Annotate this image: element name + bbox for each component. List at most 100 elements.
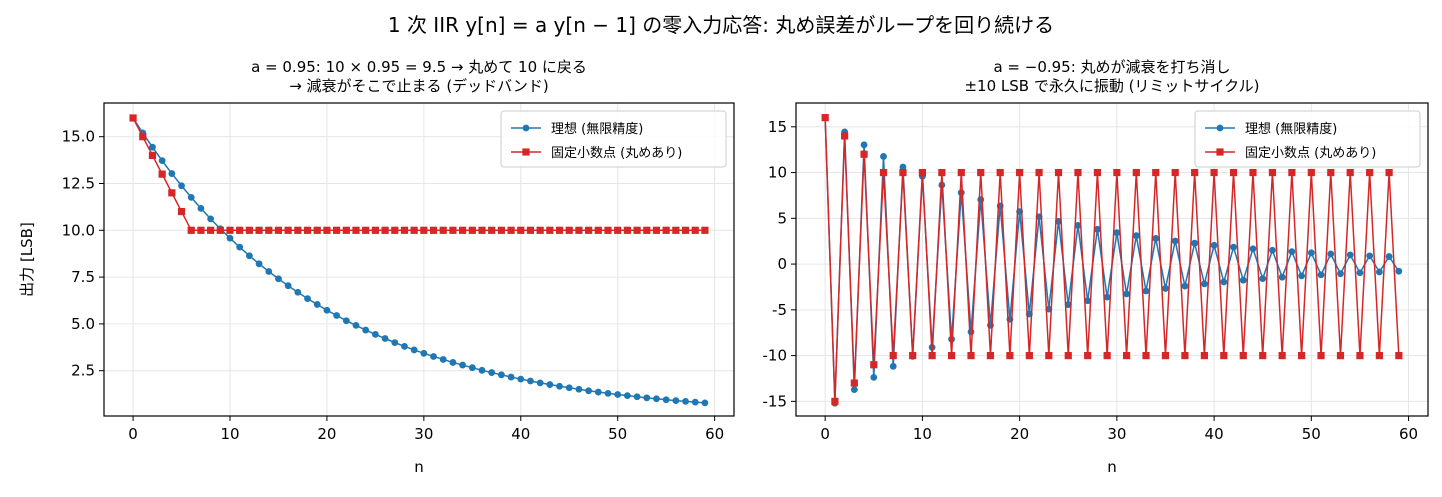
data-point-ideal bbox=[1307, 249, 1315, 257]
data-point-fixed-point bbox=[526, 226, 535, 234]
data-point-ideal bbox=[1327, 250, 1335, 258]
panel-title-line: a = 0.95: 10 × 0.95 = 9.5 → 丸めて 10 に戻る bbox=[251, 58, 587, 76]
data-point-fixed-point bbox=[1064, 351, 1072, 360]
y-axis-label: 出力 [LSB] bbox=[18, 222, 36, 297]
data-point-ideal bbox=[381, 335, 389, 342]
data-point-fixed-point bbox=[977, 168, 985, 177]
left-panel-ideal-vs-fixed-a-positive: 0 10 20 30 40 50 60 2.5 5.0 7.5 10.0 12.5 15.0 n 出力 [L… bbox=[18, 58, 735, 476]
data-point-fixed-point bbox=[507, 226, 515, 234]
data-point-fixed-point bbox=[197, 226, 205, 234]
legend-marker-fixed-point bbox=[1216, 148, 1224, 156]
data-point-ideal bbox=[304, 295, 311, 303]
y-tick-label: 5.0 bbox=[71, 315, 95, 333]
data-point-fixed-point bbox=[879, 168, 888, 177]
data-point-ideal bbox=[255, 260, 263, 268]
data-point-ideal bbox=[284, 282, 292, 290]
data-point-ideal bbox=[478, 366, 486, 374]
data-point-fixed-point bbox=[604, 226, 612, 234]
data-point-fixed-point bbox=[1025, 351, 1033, 360]
data-point-fixed-point bbox=[391, 226, 399, 234]
series-line-fixed-point bbox=[824, 117, 1400, 402]
y-tick-label: 15 bbox=[768, 118, 787, 136]
y-tick-label: 10 bbox=[768, 164, 787, 182]
data-point-fixed-point bbox=[614, 226, 622, 234]
y-tick-label: 15.0 bbox=[62, 128, 95, 146]
data-point-ideal bbox=[333, 312, 341, 319]
data-point-fixed-point bbox=[850, 379, 858, 387]
x-tick-label: 50 bbox=[1302, 425, 1321, 443]
data-point-ideal bbox=[1152, 235, 1160, 242]
data-point-ideal bbox=[1278, 273, 1286, 281]
right-panel-ideal-vs-fixed-a-negative: 0 10 20 30 40 50 60 -15 -10 -5 0 5 10 15 n a = −0.95: 丸… bbox=[763, 58, 1429, 476]
legend-label-ideal: 理想 (無限精度) bbox=[1245, 121, 1337, 137]
data-point-fixed-point bbox=[1054, 168, 1063, 177]
data-point-ideal bbox=[967, 328, 975, 336]
data-point-fixed-point bbox=[148, 151, 157, 160]
y-tick-label: -5 bbox=[772, 301, 787, 319]
data-point-fixed-point bbox=[284, 226, 292, 234]
x-tick-label: 30 bbox=[414, 425, 433, 443]
data-point-ideal bbox=[682, 397, 689, 405]
data-point-fixed-point bbox=[294, 226, 302, 234]
data-point-fixed-point bbox=[1142, 351, 1150, 360]
data-point-ideal bbox=[187, 193, 195, 201]
data-point-fixed-point bbox=[1152, 168, 1160, 177]
data-point-fixed-point bbox=[691, 226, 699, 234]
data-point-fixed-point bbox=[1161, 351, 1170, 360]
data-point-fixed-point bbox=[996, 168, 1004, 177]
y-tick-label: -15 bbox=[763, 392, 788, 410]
data-point-ideal bbox=[236, 243, 244, 251]
data-point-fixed-point bbox=[1336, 351, 1345, 360]
x-tick-label: 30 bbox=[1107, 425, 1126, 443]
data-point-ideal bbox=[342, 317, 350, 325]
legend-marker-ideal bbox=[522, 124, 530, 132]
data-point-fixed-point bbox=[909, 351, 917, 360]
data-point-ideal bbox=[614, 391, 622, 398]
data-point-ideal bbox=[1288, 248, 1296, 256]
data-point-ideal bbox=[653, 395, 660, 403]
data-point-fixed-point bbox=[555, 226, 564, 234]
data-point-ideal bbox=[880, 153, 887, 160]
data-point-fixed-point bbox=[947, 351, 956, 360]
legend-label-fixed-point: 固定小数点 (丸めあり) bbox=[1245, 146, 1376, 161]
data-point-ideal bbox=[1074, 222, 1082, 229]
data-point-fixed-point bbox=[860, 150, 868, 158]
data-point-ideal bbox=[1366, 252, 1374, 260]
data-point-ideal bbox=[1181, 282, 1189, 290]
x-tick-label: 10 bbox=[913, 425, 932, 443]
data-point-fixed-point bbox=[889, 351, 897, 360]
data-point-ideal bbox=[1239, 276, 1247, 284]
data-point-fixed-point bbox=[585, 226, 593, 234]
data-point-ideal bbox=[1094, 225, 1101, 233]
data-point-fixed-point bbox=[245, 226, 253, 234]
data-point-fixed-point bbox=[672, 226, 680, 234]
data-point-fixed-point bbox=[1249, 168, 1257, 177]
data-point-ideal bbox=[643, 394, 651, 402]
data-point-ideal bbox=[556, 382, 563, 390]
data-point-fixed-point bbox=[928, 351, 936, 360]
data-point-fixed-point bbox=[129, 114, 137, 122]
data-point-ideal bbox=[1142, 287, 1150, 295]
data-point-ideal bbox=[527, 377, 534, 385]
data-point-fixed-point bbox=[265, 226, 273, 234]
data-point-fixed-point bbox=[313, 226, 321, 234]
data-point-ideal bbox=[1084, 297, 1092, 305]
data-point-fixed-point bbox=[1006, 351, 1014, 360]
data-point-fixed-point bbox=[1395, 351, 1403, 360]
data-point-ideal bbox=[158, 157, 166, 165]
y-tick-label: 2.5 bbox=[71, 362, 95, 380]
data-point-ideal bbox=[1064, 301, 1072, 309]
data-point-ideal bbox=[1298, 272, 1305, 280]
data-point-ideal bbox=[420, 349, 428, 357]
data-point-ideal bbox=[245, 252, 253, 260]
data-point-fixed-point bbox=[1074, 168, 1082, 177]
x-tick-label: 40 bbox=[511, 425, 530, 443]
data-point-fixed-point bbox=[841, 132, 849, 140]
data-point-fixed-point bbox=[362, 226, 370, 234]
data-point-fixed-point bbox=[1045, 351, 1053, 360]
data-point-ideal bbox=[1103, 293, 1111, 301]
panel-title-line: a = −0.95: 丸めが減衰を打ち消し bbox=[993, 58, 1230, 76]
data-point-fixed-point bbox=[410, 226, 418, 234]
data-point-fixed-point bbox=[1307, 168, 1315, 177]
